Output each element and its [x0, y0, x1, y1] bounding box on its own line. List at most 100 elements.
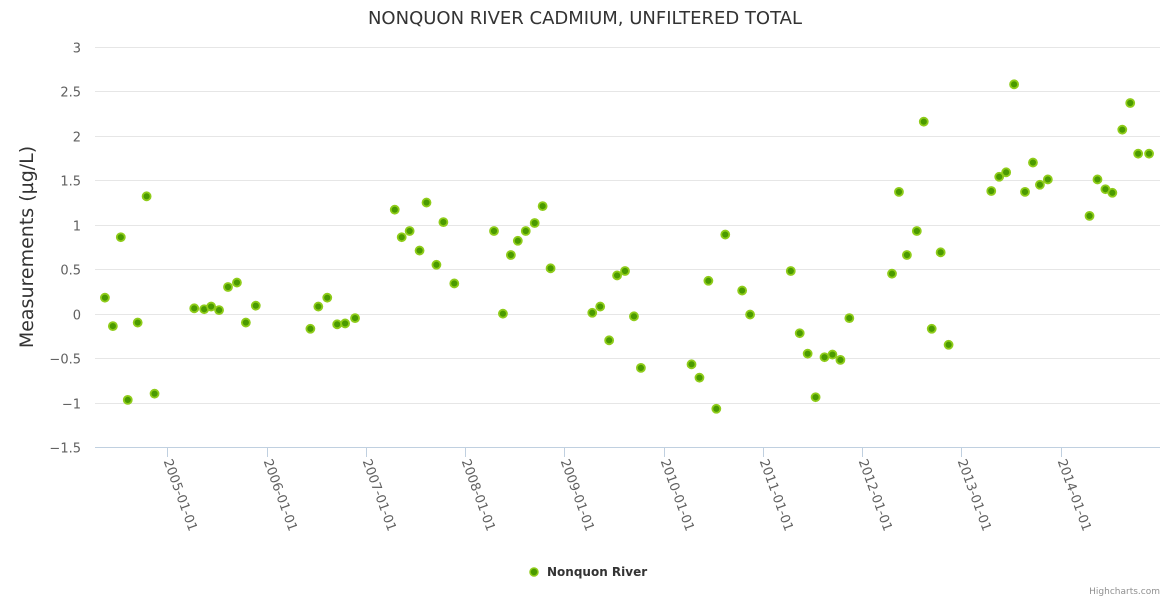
- data-point[interactable]: [545, 263, 556, 274]
- data-point[interactable]: [438, 217, 449, 228]
- data-point[interactable]: [1107, 187, 1118, 198]
- data-point[interactable]: [1035, 179, 1045, 190]
- data-point[interactable]: [926, 323, 937, 334]
- data-point[interactable]: [720, 229, 731, 240]
- data-point[interactable]: [1133, 148, 1144, 159]
- data-point[interactable]: [512, 235, 523, 246]
- x-tick-label: 2012-01-01: [855, 457, 895, 533]
- data-point[interactable]: [802, 348, 813, 359]
- data-point[interactable]: [711, 403, 722, 414]
- data-point[interactable]: [1117, 124, 1128, 135]
- y-tick-label: 2: [73, 131, 81, 146]
- data-point[interactable]: [794, 328, 805, 339]
- data-point[interactable]: [431, 259, 442, 270]
- data-point[interactable]: [115, 232, 126, 243]
- data-point[interactable]: [935, 247, 946, 258]
- data-point[interactable]: [305, 323, 316, 334]
- data-point[interactable]: [449, 278, 460, 289]
- data-point[interactable]: [340, 318, 351, 329]
- legend-label: Nonquon River: [547, 565, 647, 579]
- data-point[interactable]: [1028, 157, 1038, 168]
- data-point[interactable]: [1009, 79, 1019, 90]
- data-point[interactable]: [785, 266, 796, 276]
- data-point[interactable]: [635, 362, 646, 373]
- data-point[interactable]: [1144, 148, 1154, 159]
- data-point[interactable]: [918, 116, 929, 127]
- data-point[interactable]: [421, 197, 432, 208]
- grid-lines: [95, 47, 1160, 448]
- data-point[interactable]: [100, 292, 110, 303]
- data-point[interactable]: [122, 394, 133, 405]
- legend-item-nonquon-river[interactable]: Nonquon River: [529, 565, 647, 579]
- data-point[interactable]: [587, 307, 598, 318]
- data-point[interactable]: [737, 285, 748, 296]
- x-tick-label: 2011-01-01: [756, 457, 796, 533]
- y-tick-label: 2.5: [60, 86, 81, 101]
- data-point[interactable]: [223, 282, 233, 292]
- data-point[interactable]: [389, 204, 400, 215]
- data-point[interactable]: [505, 250, 516, 260]
- data-point[interactable]: [1125, 98, 1136, 108]
- data-point[interactable]: [902, 250, 912, 260]
- data-point[interactable]: [604, 335, 615, 346]
- data-point[interactable]: [703, 275, 714, 286]
- data-point[interactable]: [595, 301, 606, 312]
- x-tick-label: 2008-01-01: [458, 457, 498, 533]
- data-point[interactable]: [529, 218, 540, 228]
- x-tick-label: 2010-01-01: [657, 457, 697, 533]
- data-point[interactable]: [332, 319, 343, 330]
- data-point[interactable]: [612, 270, 622, 281]
- data-point[interactable]: [986, 186, 997, 196]
- data-point[interactable]: [520, 226, 531, 236]
- data-point[interactable]: [498, 308, 508, 319]
- data-point[interactable]: [489, 226, 499, 236]
- data-point[interactable]: [322, 292, 333, 303]
- data-point[interactable]: [396, 232, 407, 243]
- data-point[interactable]: [887, 268, 897, 279]
- data-point[interactable]: [827, 349, 838, 360]
- data-point[interactable]: [694, 372, 705, 383]
- data-point[interactable]: [206, 301, 217, 312]
- y-tick-label: −1.5: [49, 442, 81, 457]
- data-point[interactable]: [350, 313, 360, 324]
- data-point[interactable]: [1020, 186, 1030, 197]
- data-point[interactable]: [686, 359, 697, 370]
- data-point[interactable]: [107, 321, 118, 332]
- data-point[interactable]: [414, 245, 425, 256]
- data-point[interactable]: [994, 171, 1005, 182]
- data-point[interactable]: [250, 300, 261, 311]
- data-point[interactable]: [240, 317, 251, 328]
- x-axis-ticks: 2005-01-01 2006-01-01 2007-01-01 2008-01-01…: [160, 447, 1094, 533]
- data-point[interactable]: [844, 313, 855, 324]
- data-point[interactable]: [1092, 174, 1103, 185]
- data-point[interactable]: [835, 354, 846, 365]
- data-point[interactable]: [1084, 210, 1095, 221]
- highcharts-credit-link[interactable]: Highcharts.com: [1089, 587, 1160, 597]
- data-point[interactable]: [141, 191, 152, 202]
- data-point[interactable]: [911, 226, 922, 236]
- data-point[interactable]: [629, 311, 639, 322]
- x-tick-label: 2014-01-01: [1054, 457, 1094, 533]
- data-point[interactable]: [189, 303, 200, 314]
- legend-marker-icon: [529, 567, 539, 577]
- data-point[interactable]: [620, 266, 630, 276]
- data-point[interactable]: [810, 392, 821, 403]
- data-point[interactable]: [404, 226, 415, 236]
- data-point[interactable]: [313, 301, 324, 312]
- data-point[interactable]: [894, 186, 904, 197]
- data-point[interactable]: [745, 309, 755, 320]
- y-tick-label: 1: [73, 220, 81, 235]
- data-point[interactable]: [232, 277, 242, 288]
- chart-title: NONQUON RIVER CADMIUM, UNFILTERED TOTAL: [368, 8, 802, 29]
- data-point[interactable]: [1001, 167, 1012, 178]
- data-point[interactable]: [214, 305, 224, 316]
- data-point[interactable]: [1042, 174, 1053, 185]
- data-point[interactable]: [819, 352, 830, 363]
- data-point[interactable]: [149, 388, 160, 399]
- data-point[interactable]: [943, 339, 954, 350]
- data-point[interactable]: [537, 201, 548, 212]
- data-point[interactable]: [132, 317, 143, 328]
- x-tick-label: 2013-01-01: [954, 457, 994, 533]
- series-nonquon-river: [100, 79, 1154, 414]
